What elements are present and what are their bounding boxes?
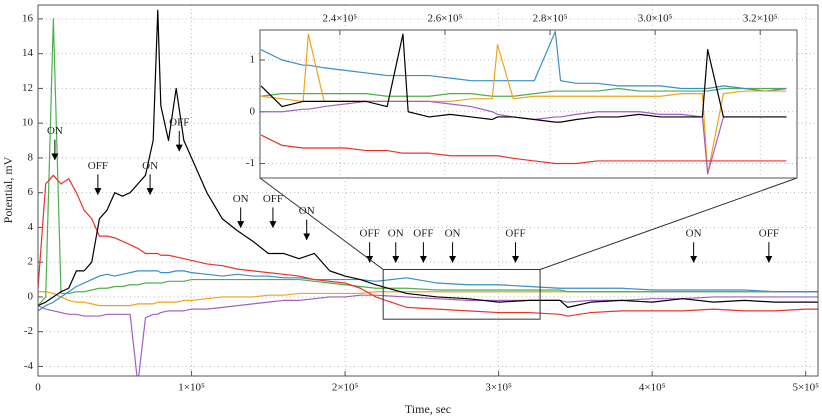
y-tick-label: 14 [22,47,34,59]
x-tick-label: 3.2×10⁵ [743,13,778,25]
y-tick-label: -4 [24,360,34,372]
series-line [38,294,818,376]
annotation: ON [142,160,158,172]
x-axis-label: Time, sec [405,402,451,416]
annotation: ON [445,228,461,240]
axes-frame [259,29,798,179]
zoom-box [382,268,541,320]
series-line [260,134,787,165]
series-line [260,33,787,123]
y-tick-label: 8 [28,151,34,163]
x-tick-label: 2.8×10⁵ [533,13,568,25]
x-tick-label: 3.0×10⁵ [638,13,673,25]
y-tick-label: 0 [250,105,256,117]
series-line [38,9,818,308]
annotation: ON [686,228,702,240]
x-tick-label: 2×10⁵ [332,382,359,394]
annotation: ON [388,228,404,240]
series-line [38,174,818,317]
annotation: OFF [88,160,108,172]
annotation: ON [299,205,315,217]
annotation: OFF [759,228,779,240]
axes-frame [37,4,819,377]
annotation: ON [47,125,63,137]
y-tick-label: 2 [28,256,34,268]
y-tick-label: 6 [28,186,34,198]
y-tick-label: 12 [22,82,33,94]
zoom-connector [539,177,798,270]
y-tick-label: 4 [28,221,34,233]
annotation: OFF [263,193,283,205]
annotation: ON [233,193,249,205]
y-tick-label: 0 [28,290,34,302]
series-group [260,30,787,175]
series-line [260,87,787,97]
annotation: OFF [360,228,380,240]
series-line [38,270,818,312]
y-tick-label: 16 [22,12,34,24]
y-tick-label: 10 [22,117,34,129]
y-tick-label: -1 [246,157,255,169]
x-tick-label: 1×10⁵ [178,382,205,394]
y-tick-label: 1 [250,54,256,66]
x-tick-label: 5×10⁵ [792,382,819,394]
y-tick-label: -2 [24,325,33,337]
panel: 2.4×10⁵ 2.6×10⁵ 2.8×10⁵ 3.0×10⁵ 3.2×10⁵ -1 0 1 [246,13,798,179]
series-line [260,30,787,92]
zoom-connector [259,177,384,270]
annotation: OFF [505,228,525,240]
x-tick-label: 0 [35,382,41,394]
x-tick-label: 2.4×10⁵ [322,13,357,25]
annotation: OFF [169,116,189,128]
series-group [38,9,818,376]
y-axis-label: Potential, mV [1,156,15,223]
x-tick-label: 4×10⁵ [639,382,666,394]
x-tick-label: 3×10⁵ [485,382,512,394]
series-line [38,18,818,307]
annotation: OFF [413,228,433,240]
x-tick-label: 2.6×10⁵ [428,13,463,25]
